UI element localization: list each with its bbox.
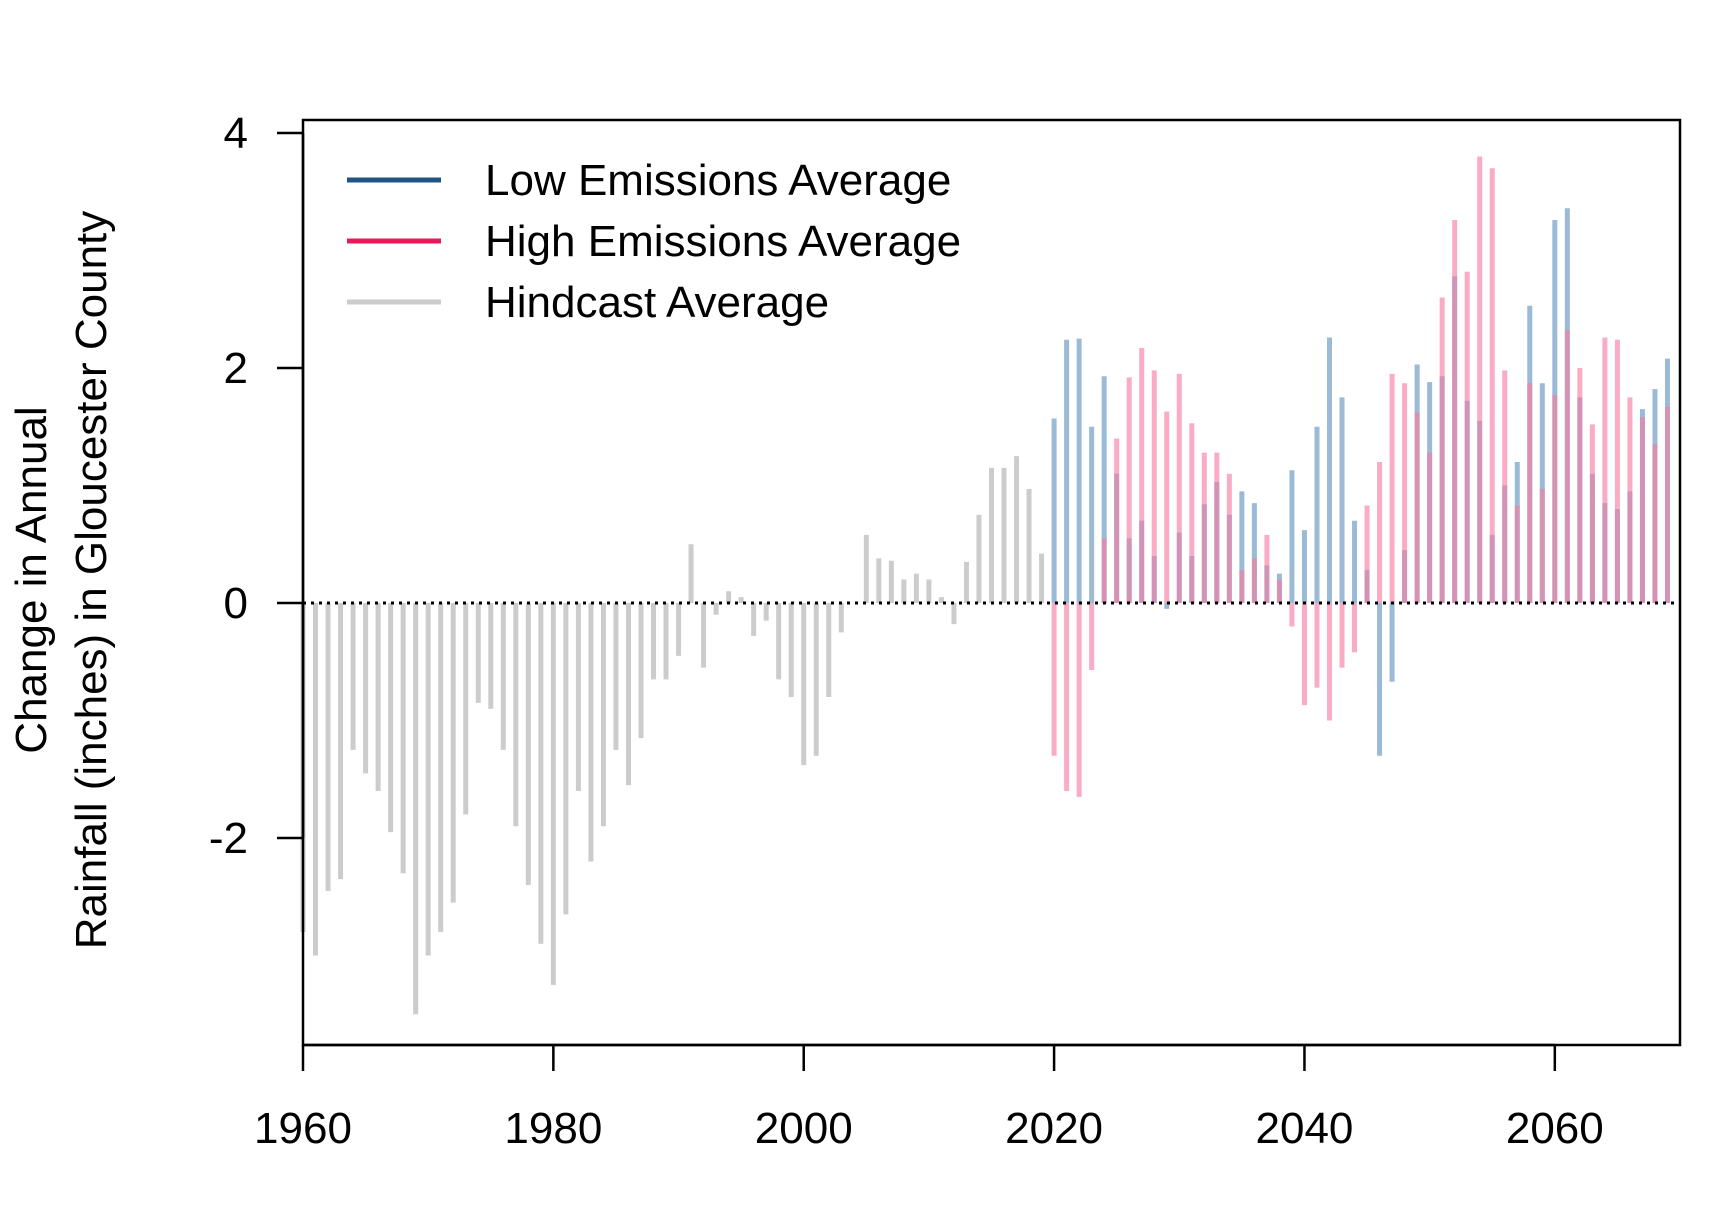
y-tick-label-4: 4 bbox=[224, 109, 248, 158]
hindcast-bars bbox=[300, 456, 1045, 1015]
y-axis: -2 0 2 4 bbox=[209, 109, 305, 863]
legend-label-high-emissions: High Emissions Average bbox=[485, 217, 961, 266]
x-tick-label-2040: 2040 bbox=[1256, 1104, 1354, 1153]
y-axis-label-line-2: Rainfall (inches) in Gloucester County bbox=[67, 211, 116, 950]
x-tick-label-2020: 2020 bbox=[1005, 1104, 1103, 1153]
legend-label-hindcast: Hindcast Average bbox=[485, 278, 829, 327]
y-axis-label-line-1: Change in Annual bbox=[7, 406, 56, 753]
y-tick-label-0: 0 bbox=[224, 579, 248, 628]
x-tick-label-1960: 1960 bbox=[254, 1104, 352, 1153]
y-tick-label-2: 2 bbox=[224, 344, 248, 393]
legend-item-high-emissions: High Emissions Average bbox=[347, 217, 961, 266]
x-tick-label-2060: 2060 bbox=[1506, 1104, 1604, 1153]
x-tick-label-1980: 1980 bbox=[504, 1104, 602, 1153]
legend-item-hindcast: Hindcast Average bbox=[347, 278, 829, 327]
high-emissions-bars bbox=[1051, 156, 1670, 797]
legend-item-low-emissions: Low Emissions Average bbox=[347, 156, 951, 205]
x-axis: 1960 1980 2000 2020 2040 2060 bbox=[254, 1043, 1604, 1153]
legend-label-low-emissions: Low Emissions Average bbox=[485, 156, 951, 205]
y-tick-label--2: -2 bbox=[209, 814, 248, 863]
legend: Low Emissions Average High Emissions Ave… bbox=[347, 156, 961, 327]
low-emissions-bars bbox=[1051, 208, 1670, 756]
x-tick-label-2000: 2000 bbox=[755, 1104, 853, 1153]
